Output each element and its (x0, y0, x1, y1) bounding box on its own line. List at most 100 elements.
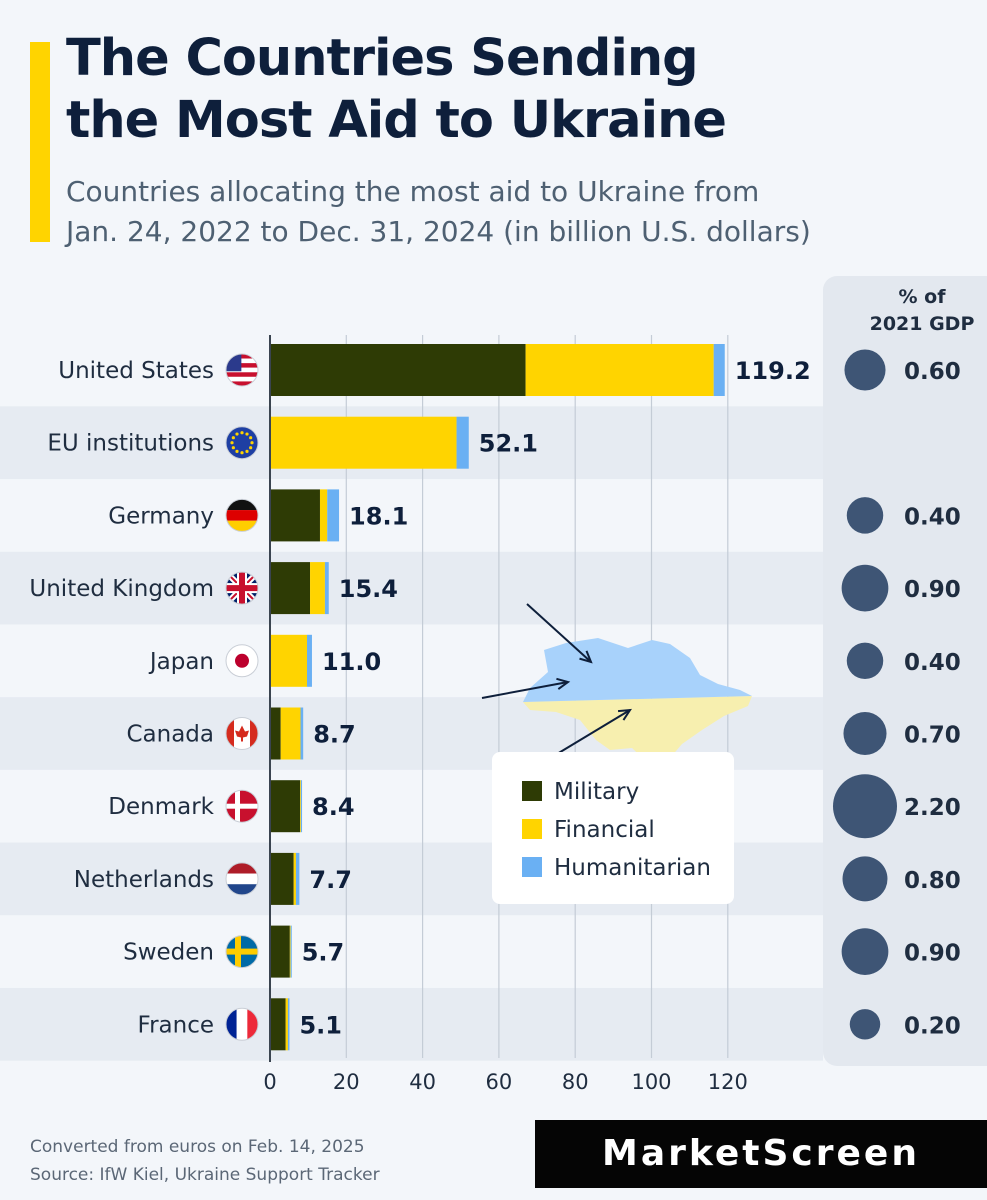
bar-financial-united-states (525, 344, 714, 396)
x-tick-label: 0 (263, 1070, 276, 1094)
map-arrow-line (551, 709, 631, 758)
country-label-germany: Germany (108, 503, 214, 529)
footer: Converted from euros on Feb. 14, 2025 So… (30, 1133, 380, 1189)
bar-humanitarian-japan (307, 634, 312, 687)
bar-humanitarian-netherlands (295, 852, 300, 905)
gdp-bubble-france (849, 1009, 881, 1040)
page-title: The Countries Sending the Most Aid to Uk… (66, 28, 866, 152)
gdp-label-netherlands: 0.80 (904, 868, 961, 894)
bar-humanitarian-sweden (290, 925, 292, 978)
bar-military-netherlands (270, 852, 294, 905)
total-label-united-kingdom: 15.4 (339, 575, 398, 603)
country-label-france: France (138, 1012, 214, 1038)
total-label-sweden: 5.7 (302, 939, 345, 967)
total-label-france: 5.1 (299, 1011, 342, 1039)
x-tick-label: 60 (486, 1070, 513, 1094)
legend-label-humanitarian: Humanitarian (554, 855, 711, 881)
title-line-2: the Most Aid to Ukraine (66, 91, 727, 150)
x-tick-label: 40 (409, 1070, 436, 1094)
title-accent-bar (30, 42, 50, 242)
x-tick-label: 100 (631, 1070, 671, 1094)
flag-eu-icon (225, 426, 259, 460)
gdp-bubble-sweden (841, 928, 889, 975)
map-arrow-line (526, 603, 592, 663)
total-label-united-states: 119.2 (735, 357, 811, 385)
gdp-bubble-netherlands (842, 856, 888, 902)
bar-military-france (270, 998, 286, 1051)
legend-swatch-financial (522, 819, 542, 839)
bar-military-united-kingdom (270, 562, 311, 615)
gdp-column-header: % of 2021 GDP (832, 284, 987, 338)
aid-chart: Military Financial Humanitarian United Stat… (0, 335, 961, 1094)
footer-source: Source: IfW Kiel, Ukraine Support Tracke… (30, 1165, 380, 1185)
bar-military-united-states (270, 344, 526, 396)
x-tick-label: 120 (708, 1070, 748, 1094)
country-label-eu-institutions: EU institutions (47, 431, 214, 457)
legend-label-financial: Financial (554, 817, 655, 843)
country-label-united-states: United States (58, 358, 214, 384)
gdp-label-germany: 0.40 (904, 504, 961, 530)
row-band (0, 551, 823, 625)
total-label-eu-institutions: 52.1 (479, 430, 538, 458)
bar-humanitarian-germany (327, 489, 340, 542)
gdp-header-line-2: 2021 GDP (869, 313, 975, 335)
bar-military-germany (270, 489, 320, 542)
x-tick-label: 80 (562, 1070, 589, 1094)
flag-gb-icon (225, 571, 259, 605)
ukraine-map-south (523, 696, 752, 765)
x-tick-label: 20 (333, 1070, 360, 1094)
gdp-label-denmark: 2.20 (904, 795, 961, 821)
brand-logo: MarketScreen (535, 1120, 987, 1188)
bar-financial-canada (280, 707, 301, 760)
bar-financial-eu-institutions (270, 416, 457, 469)
map-arrow-head (617, 708, 632, 721)
gdp-bubble-canada (843, 711, 887, 756)
bar-humanitarian-united-states (713, 344, 725, 396)
gdp-bubble-germany (846, 497, 884, 534)
bar-military-denmark (270, 780, 301, 833)
bar-military-canada (270, 707, 281, 760)
bar-financial-france (285, 998, 288, 1051)
total-label-japan: 11.0 (322, 648, 381, 676)
bar-financial-sweden (289, 925, 291, 978)
gdp-label-canada: 0.70 (904, 723, 961, 749)
flag-dk-icon (225, 789, 259, 823)
subtitle-line-1: Countries allocating the most aid to Ukr… (66, 175, 760, 208)
flag-nl-icon (225, 862, 259, 896)
total-label-germany: 18.1 (349, 502, 408, 530)
flag-de-icon (225, 498, 259, 532)
country-label-denmark: Denmark (108, 794, 214, 820)
gdp-label-japan: 0.40 (904, 650, 961, 676)
country-label-japan: Japan (148, 649, 214, 675)
ukraine-map (481, 603, 752, 765)
map-arrow-head (556, 677, 571, 690)
gdp-label-france: 0.20 (904, 1013, 961, 1039)
bar-financial-united-kingdom (310, 562, 325, 615)
footer-note: Converted from euros on Feb. 14, 2025 (30, 1137, 365, 1157)
subtitle-line-2: Jan. 24, 2022 to Dec. 31, 2024 (in billi… (66, 215, 811, 248)
total-label-denmark: 8.4 (312, 793, 355, 821)
bar-financial-denmark (300, 780, 301, 833)
gdp-label-united-kingdom: 0.90 (904, 577, 961, 603)
title-line-1: The Countries Sending (66, 29, 699, 88)
bar-humanitarian-canada (300, 707, 304, 760)
bar-financial-japan (270, 634, 308, 687)
bar-humanitarian-denmark (300, 780, 303, 833)
gdp-bubble-united-kingdom (841, 564, 889, 612)
bar-military-sweden (270, 925, 290, 978)
legend-box (492, 752, 734, 904)
country-label-canada: Canada (126, 722, 214, 748)
gdp-bubble-japan (846, 642, 884, 680)
bar-financial-germany (319, 489, 328, 542)
flag-se-icon (225, 935, 259, 969)
page-subtitle: Countries allocating the most aid to Ukr… (66, 172, 866, 252)
gdp-label-united-states: 0.60 (904, 359, 961, 385)
gdp-bubble-united-states (844, 349, 886, 391)
bar-financial-netherlands (293, 852, 296, 905)
country-label-netherlands: Netherlands (74, 867, 214, 893)
flag-fr-icon (225, 1007, 259, 1041)
country-label-united-kingdom: United Kingdom (29, 576, 214, 602)
total-label-canada: 8.7 (313, 721, 356, 749)
bar-humanitarian-united-kingdom (324, 562, 329, 615)
flag-us-icon (225, 353, 259, 387)
